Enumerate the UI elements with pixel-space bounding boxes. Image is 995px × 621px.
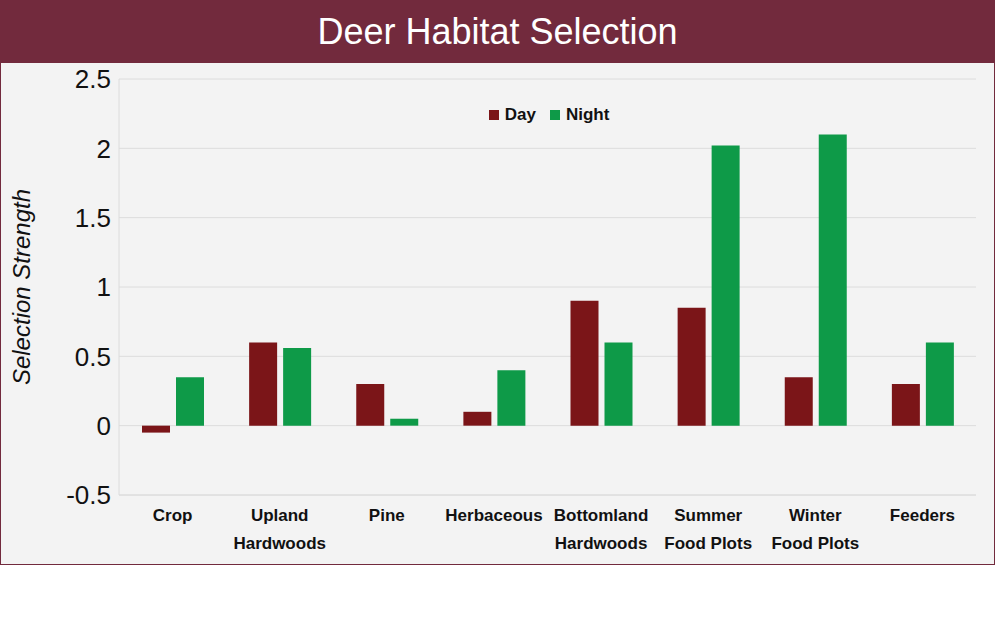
html-text:Deer Habitat Selection: Deer Habitat Selection	[317, 11, 678, 52]
svg-text:0: 0	[97, 411, 111, 441]
html-text:Day: Day	[504, 105, 536, 124]
svg-text:Upland: Upland	[251, 506, 309, 525]
svg-text:Hardwoods: Hardwoods	[233, 534, 326, 553]
svg-text:2: 2	[97, 134, 111, 164]
html-text:Night: Night	[565, 105, 610, 124]
svg-text:Winter: Winter	[789, 506, 842, 525]
svg-text:Pine: Pine	[369, 506, 405, 525]
svg-text:0.5: 0.5	[75, 342, 111, 372]
svg-text:Bottomland: Bottomland	[554, 506, 648, 525]
svg-text:2.5: 2.5	[75, 64, 111, 94]
svg-text:Selection Strength: Selection Strength	[8, 189, 35, 385]
svg-text:Hardwoods: Hardwoods	[555, 534, 648, 553]
svg-text:Feeders: Feeders	[890, 506, 955, 525]
svg-text:Crop: Crop	[153, 506, 193, 525]
svg-text:Summer: Summer	[674, 506, 742, 525]
svg-text:1: 1	[97, 272, 111, 302]
svg-text:-0.5: -0.5	[66, 480, 111, 510]
svg-text:Food Plots: Food Plots	[771, 534, 859, 553]
svg-text:1.5: 1.5	[75, 203, 111, 233]
svg-text:Herbaceous: Herbaceous	[445, 506, 542, 525]
svg-text:Food Plots: Food Plots	[664, 534, 752, 553]
